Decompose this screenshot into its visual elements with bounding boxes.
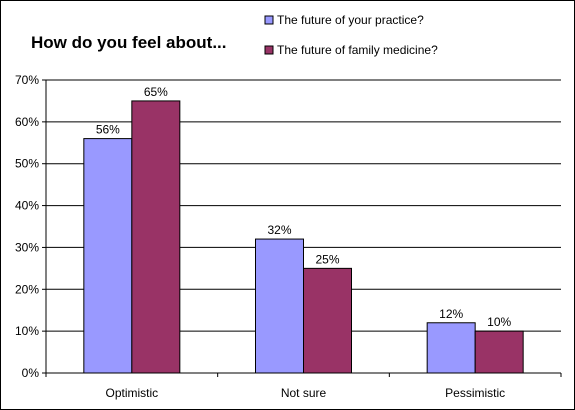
data-label: 65% — [144, 85, 168, 99]
y-tick-label: 40% — [15, 199, 39, 213]
data-label: 32% — [267, 223, 291, 237]
y-tick-label: 30% — [15, 240, 39, 254]
y-tick-label: 50% — [15, 157, 39, 171]
x-category-label: Optimistic — [105, 386, 158, 400]
bar-not-sure-series-2 — [303, 267, 352, 374]
bar-not-sure-series-1 — [255, 238, 304, 374]
bar-optimistic-series-1 — [83, 138, 133, 374]
legend-swatch-family-medicine — [264, 45, 274, 55]
chart-title: How do you feel about... — [31, 33, 227, 52]
legend: The future of your practice? The future … — [264, 13, 438, 57]
bar-pessimistic-series-2 — [474, 330, 524, 374]
y-axis: 0% 10% 20% 30% 40% 50% 60% 70% — [15, 73, 47, 380]
data-label: 10% — [487, 315, 511, 329]
legend-label-practice: The future of your practice? — [277, 13, 424, 27]
y-tick-label: 60% — [15, 115, 39, 129]
x-category-label: Not sure — [281, 386, 327, 400]
x-category-label: Pessimistic — [445, 386, 505, 400]
y-tick-label: 10% — [15, 324, 39, 338]
bar-pessimistic-series-1 — [426, 322, 476, 374]
data-label: 12% — [439, 307, 463, 321]
bars — [83, 100, 524, 374]
data-label: 56% — [96, 123, 120, 137]
y-tick-label: 0% — [22, 366, 40, 380]
legend-swatch-practice — [264, 15, 274, 25]
legend-label-family-medicine: The future of family medicine? — [277, 43, 438, 57]
y-tick-label: 20% — [15, 282, 39, 296]
data-label: 25% — [315, 252, 339, 266]
x-axis: Optimistic Not sure Pessimistic — [45, 372, 562, 400]
y-tick-label: 70% — [15, 73, 39, 87]
data-labels: 56% 65% 32% 25% 12% 10% — [96, 85, 512, 329]
bar-optimistic-series-2 — [131, 100, 181, 374]
